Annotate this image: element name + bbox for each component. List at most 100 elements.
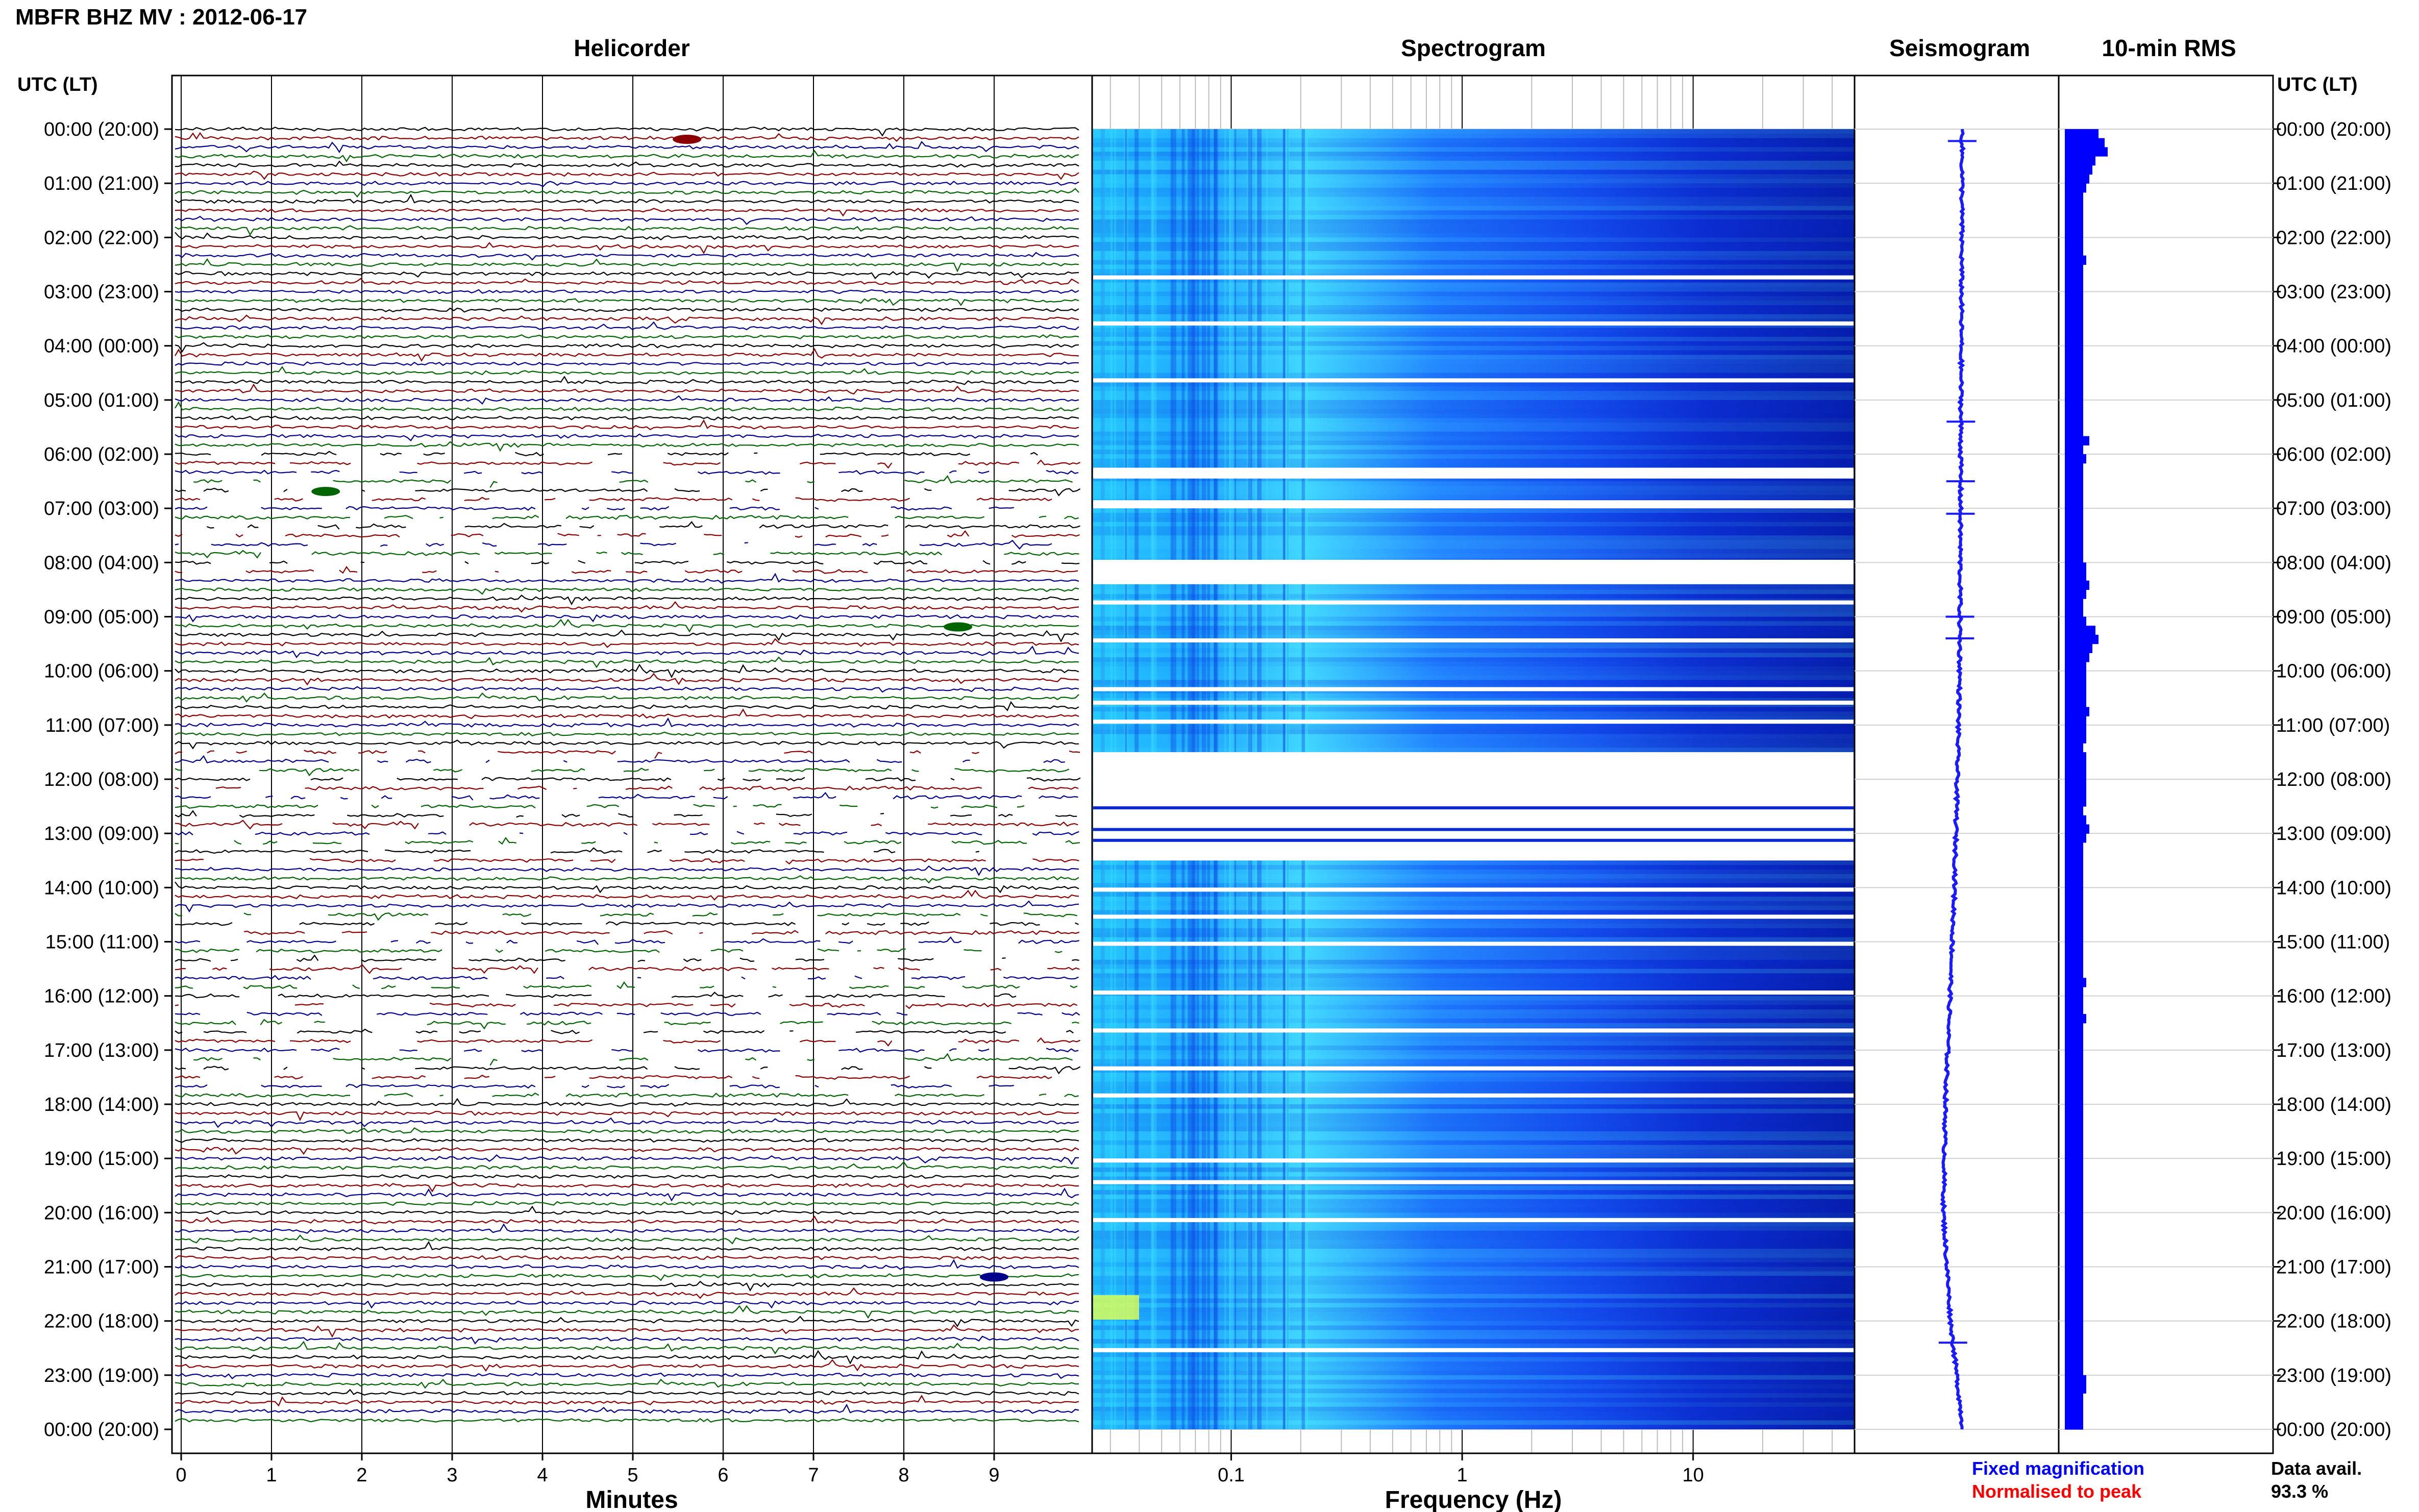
spectrogram-row [1092,919,1855,924]
utc-label-left: UTC (LT) [17,74,98,95]
rms-bar [2065,228,2083,238]
hour-label-left: 21:00 (17:00) [44,1257,159,1278]
rms-bar [2065,201,2083,211]
rms-bar [2065,481,2083,491]
spectrogram-row [1092,1145,1855,1150]
rms-bar [2065,1014,2086,1024]
spectrogram-row [1092,1361,1855,1367]
helicorder-trace-line [175,686,1079,693]
helicorder-trace-line [175,831,1079,836]
spectrogram-row [1092,657,1855,662]
minute-tick-label: 6 [718,1465,728,1486]
helicorder-trace-line [175,1161,1079,1171]
minute-tick-label: 4 [537,1465,548,1486]
rms-bars [2065,129,2108,1430]
helicorder-traces [175,127,1081,1423]
spectrogram-row [1092,1379,1855,1384]
rms-bar [2065,1284,2083,1295]
spectrogram-row [1092,1036,1855,1042]
helicorder-trace-line [175,1223,1079,1234]
helicorder-trace-line [175,289,1079,294]
hour-label-right: 03:00 (23:00) [2276,282,2391,303]
hour-label-left: 23:00 (19:00) [44,1365,159,1386]
helicorder-trace-line [175,497,1052,502]
rms-bar [2065,914,2083,924]
rms-title: 10-min RMS [2102,35,2236,61]
helicorder-trace-line [175,441,1079,452]
helicorder-trace-line [175,1215,1079,1225]
spectrogram-row [1092,698,1855,703]
helicorder-trace-line [175,673,1079,686]
rms-bar [2065,1059,2083,1069]
spectrogram-row [1092,1063,1855,1069]
helicorder-trace-line [175,755,1065,764]
rms-bar [2065,833,2086,843]
spectrogram-row [1092,1230,1855,1235]
rms-bar [2065,1176,2083,1186]
rms-bar [2065,1393,2083,1403]
spectrogram-row [1092,1014,1855,1019]
spectrogram-gap-line [1093,1093,1854,1098]
spectrogram-gap [1093,500,1854,509]
spectrogram-row [1092,643,1855,649]
figure-title: MBFR BHZ MV : 2012-06-17 [15,5,307,30]
spectrogram-row [1092,1009,1855,1014]
helicorder-trace-line [193,1053,1073,1066]
spectrogram-row [1092,1172,1855,1177]
spectrogram-row [1092,937,1855,942]
rms-bar [2065,1303,2083,1312]
rms-bar [2065,806,2083,816]
spectrogram-row [1092,892,1855,897]
spectrogram-row [1092,544,1855,549]
hour-label-right: 15:00 (11:00) [2276,932,2390,953]
helicorder-trace-line [175,271,1079,280]
helicorder-trace-line [175,785,1079,791]
minute-tick-label: 9 [989,1465,999,1486]
spectrogram-row [1092,179,1855,184]
rms-bar [2065,951,2083,960]
helicorder-trace-line [175,912,1077,921]
spectrogram-row [1092,400,1855,405]
hour-label-left: 01:00 (21:00) [44,173,159,194]
spectrogram-row [1092,413,1855,418]
rms-bar [2065,1402,2083,1412]
helicorder-trace-line [175,1092,1079,1098]
spectrogram-row [1092,255,1855,260]
rms-bar [2065,301,2083,310]
helicorder-trace-line [175,900,1079,913]
spectrogram-row [1092,404,1855,409]
spectrogram-row [1092,165,1855,170]
data-availability-label: Data avail. [2271,1458,2362,1479]
helicorder-trace-line [175,614,1079,623]
rms-bar [2065,996,2083,1005]
minute-tick-label: 2 [356,1465,367,1486]
rms-bar [2065,1077,2083,1087]
hour-label-right: 23:00 (19:00) [2276,1365,2391,1386]
helicorder-event [944,622,973,632]
helicorder-trace-line [175,804,1025,809]
hour-label-right: 13:00 (09:00) [2276,823,2391,845]
spectrogram-row [1092,1402,1855,1407]
spectrogram-row [1092,1257,1855,1262]
rms-bar [2065,274,2083,283]
helicorder-trace-line [175,1065,1081,1075]
rms-bar [2065,734,2086,743]
helicorder-trace-line [175,348,1079,362]
spectrogram-gap-line [1093,720,1854,724]
rms-bar [2065,1185,2083,1195]
spectrogram-row [1092,1185,1855,1191]
spectrogram-row [1092,982,1855,987]
spectrogram-row [1092,174,1855,179]
rms-bar [2065,770,2086,780]
spectrogram-row [1092,616,1855,622]
spectrogram-row [1092,228,1855,233]
spectrogram-row [1092,1131,1855,1136]
spectrogram-row [1092,215,1855,219]
helicorder-trace-line [175,1147,1079,1155]
spectrogram-row [1092,1375,1855,1380]
helicorder-trace-line [175,208,1079,217]
spectrogram-row [1092,1267,1855,1272]
spectrogram-row [1092,626,1855,631]
spectrogram-row [1092,314,1855,319]
